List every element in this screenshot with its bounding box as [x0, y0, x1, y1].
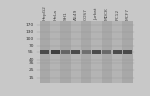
Text: 100: 100 — [26, 36, 34, 41]
Bar — [40, 50, 49, 54]
Bar — [112, 21, 122, 83]
Bar — [82, 50, 91, 54]
Bar — [122, 21, 133, 83]
Text: 130: 130 — [26, 30, 34, 34]
Text: 15: 15 — [28, 76, 34, 80]
Text: COS7: COS7 — [84, 9, 88, 20]
Text: MDCK: MDCK — [105, 8, 109, 20]
Bar — [91, 21, 102, 83]
Text: 70: 70 — [28, 44, 34, 48]
Text: 170: 170 — [26, 24, 34, 27]
Text: SH1: SH1 — [63, 12, 68, 20]
Bar — [61, 50, 70, 54]
Bar — [92, 50, 101, 54]
Text: Jurkat: Jurkat — [94, 8, 99, 20]
Bar — [60, 21, 71, 83]
Text: 40: 40 — [28, 58, 34, 62]
Bar — [102, 50, 111, 54]
Text: HepG2: HepG2 — [43, 5, 47, 20]
Bar — [71, 50, 80, 54]
Text: PC12: PC12 — [115, 9, 119, 20]
Text: 25: 25 — [28, 68, 34, 72]
Bar — [81, 21, 91, 83]
Text: 35: 35 — [28, 61, 34, 65]
Bar — [50, 21, 60, 83]
Text: HeLa: HeLa — [53, 9, 57, 20]
Text: A549: A549 — [74, 9, 78, 20]
Bar — [123, 50, 132, 54]
Text: 55: 55 — [28, 50, 34, 54]
Bar — [113, 50, 122, 54]
Bar — [40, 21, 50, 83]
Bar — [51, 50, 60, 54]
Bar — [102, 21, 112, 83]
Text: MCF7: MCF7 — [126, 8, 129, 20]
Bar — [71, 21, 81, 83]
